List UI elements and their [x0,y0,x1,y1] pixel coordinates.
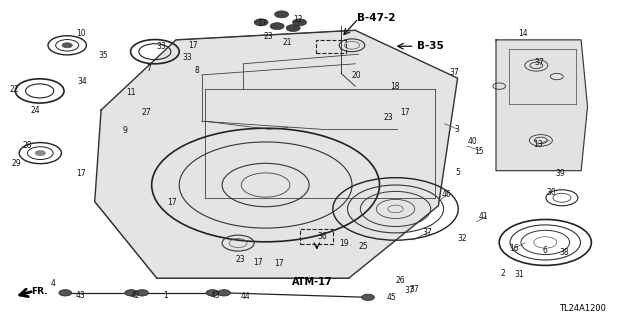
Text: 3: 3 [454,125,460,134]
Text: 26: 26 [396,276,406,285]
Text: 39: 39 [555,169,565,178]
Text: 37: 37 [449,68,460,77]
Circle shape [362,294,374,300]
Text: 17: 17 [76,169,86,178]
Text: 10: 10 [76,29,86,38]
Text: 2: 2 [500,269,505,278]
Circle shape [59,290,72,296]
Text: 23: 23 [383,113,394,122]
Text: 29: 29 [11,159,21,168]
Text: 43: 43 [210,291,220,300]
Text: 17: 17 [257,19,268,28]
Text: 16: 16 [509,244,519,253]
Circle shape [275,11,289,18]
Text: 36: 36 [317,232,327,241]
Text: 41: 41 [478,212,488,221]
Text: 23: 23 [235,255,245,263]
Text: 7: 7 [146,64,151,73]
Text: 6: 6 [543,246,548,255]
Text: TL24A1200: TL24A1200 [559,304,606,313]
Text: 38: 38 [559,248,570,256]
Circle shape [35,151,45,156]
Text: 1: 1 [163,291,168,300]
Text: ATM-17: ATM-17 [292,277,333,287]
Circle shape [125,290,138,296]
Text: 28: 28 [23,141,32,150]
Circle shape [62,43,72,48]
Circle shape [270,23,284,30]
Text: 17: 17 [188,41,198,50]
Polygon shape [95,30,458,278]
Text: 43: 43 [76,291,86,300]
Text: 21: 21 [283,38,292,47]
Text: B-35: B-35 [417,41,444,51]
Text: 15: 15 [474,147,484,156]
Text: 9: 9 [122,126,127,135]
Text: 8: 8 [194,66,199,75]
Polygon shape [496,40,588,171]
Text: 42: 42 [131,291,141,300]
Text: 34: 34 [77,77,87,86]
Text: 37: 37 [410,285,420,294]
Text: 22: 22 [10,85,19,94]
Text: 19: 19 [339,239,349,248]
Text: 32: 32 [457,234,467,243]
Text: 20: 20 [351,71,361,80]
Text: 5: 5 [456,168,461,177]
Text: 17: 17 [253,258,263,267]
Text: 13: 13 [532,140,543,149]
Text: 24: 24 [30,106,40,115]
Text: 25: 25 [358,242,369,251]
Text: 30: 30 [547,189,557,197]
Circle shape [292,19,307,26]
Text: 35: 35 [99,51,109,60]
Text: 18: 18 [390,82,399,91]
Text: FR.: FR. [31,287,47,296]
Text: 46: 46 [442,190,452,199]
Text: 17: 17 [400,108,410,117]
Text: 31: 31 [515,271,525,279]
Circle shape [136,290,148,296]
Circle shape [206,290,219,296]
Text: 44: 44 [240,292,250,300]
Circle shape [254,19,268,26]
Text: 45: 45 [387,293,397,302]
Text: 23: 23 [264,32,274,41]
Text: 17: 17 [166,198,177,207]
Text: 33: 33 [156,42,166,51]
Circle shape [218,290,230,296]
Text: 14: 14 [518,29,528,38]
Text: 37: 37 [422,228,433,237]
Text: 11: 11 [127,88,136,97]
Text: B-47-2: B-47-2 [357,12,396,23]
Text: 17: 17 [274,259,284,268]
Text: 12: 12 [294,15,303,24]
Text: 37: 37 [534,58,545,67]
Text: 4: 4 [51,279,56,288]
Text: 37: 37 [404,286,415,295]
Text: 40: 40 [467,137,477,146]
Text: 27: 27 [141,108,151,117]
Circle shape [286,25,300,32]
Text: 33: 33 [182,53,192,62]
